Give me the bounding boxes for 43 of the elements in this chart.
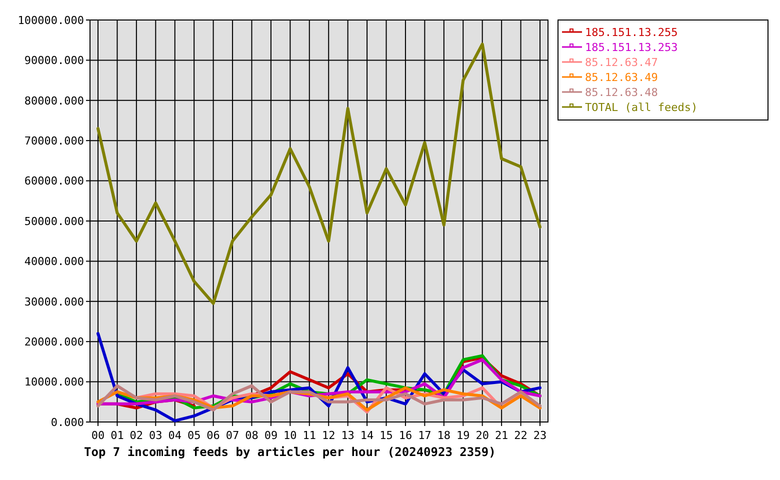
x-tick-label: 15 (380, 429, 393, 442)
x-tick-label: 17 (418, 429, 432, 442)
x-tick-label: 11 (302, 429, 316, 442)
x-tick-label: 12 (322, 429, 336, 442)
legend-label: 85.12.63.49 (585, 70, 658, 84)
line-series (96, 42, 542, 305)
x-tick-label: 02 (130, 429, 144, 442)
legend-label: 185.151.13.255 (585, 26, 678, 39)
y-tick-label: 70000.000 (24, 134, 84, 148)
x-tick-label: 22 (514, 429, 528, 442)
x-tick-label: 04 (168, 429, 182, 442)
y-tick-label: 90000.000 (24, 54, 84, 68)
y-tick-label: 20000.000 (24, 335, 84, 348)
text: Top 7 incoming feeds by articles per hour (20240923 2359) (84, 445, 496, 459)
x-tick-label: 10 (284, 429, 297, 442)
x-tick-label: 06 (206, 429, 220, 442)
y-tick-label: 40000.000 (24, 255, 84, 268)
x-tick-label: 14 (360, 429, 374, 442)
legend-label: TOTAL (all feeds) (585, 100, 698, 114)
legend-label: 85.12.63.48 (585, 86, 658, 99)
x-tick-label: 03 (149, 429, 162, 442)
x-tick-label: 16 (398, 429, 412, 442)
y-tick-label: 100000.000 (18, 14, 84, 27)
x-tick-label: 00 (91, 429, 105, 442)
y-tick-label: 50000.000 (24, 214, 84, 228)
y-tick-label: 80000.000 (24, 94, 84, 108)
x-tick-label: 05 (187, 429, 201, 442)
x-tick-label: 01 (110, 429, 124, 442)
legend-label: 185.151.13.253 (585, 40, 678, 54)
x-tick-label: 08 (245, 429, 258, 442)
x-tick-label: 19 (456, 429, 470, 442)
y-tick-label: 0.000 (50, 416, 84, 429)
x-tick-label: 21 (494, 429, 508, 442)
y-tick-label: 60000.000 (24, 174, 84, 188)
x-tick-label: 23 (533, 429, 547, 442)
x-tick-label: 18 (437, 429, 451, 442)
x-tick-label: 13 (341, 429, 354, 442)
x-tick-label: 07 (226, 429, 240, 442)
y-tick-label: 30000.000 (24, 295, 84, 308)
x-tick-label: 09 (264, 429, 278, 442)
x-tick-label: 20 (476, 429, 489, 442)
y-tick-label: 10000.000 (24, 376, 84, 389)
legend-label: 85.12.63.47 (585, 56, 658, 69)
